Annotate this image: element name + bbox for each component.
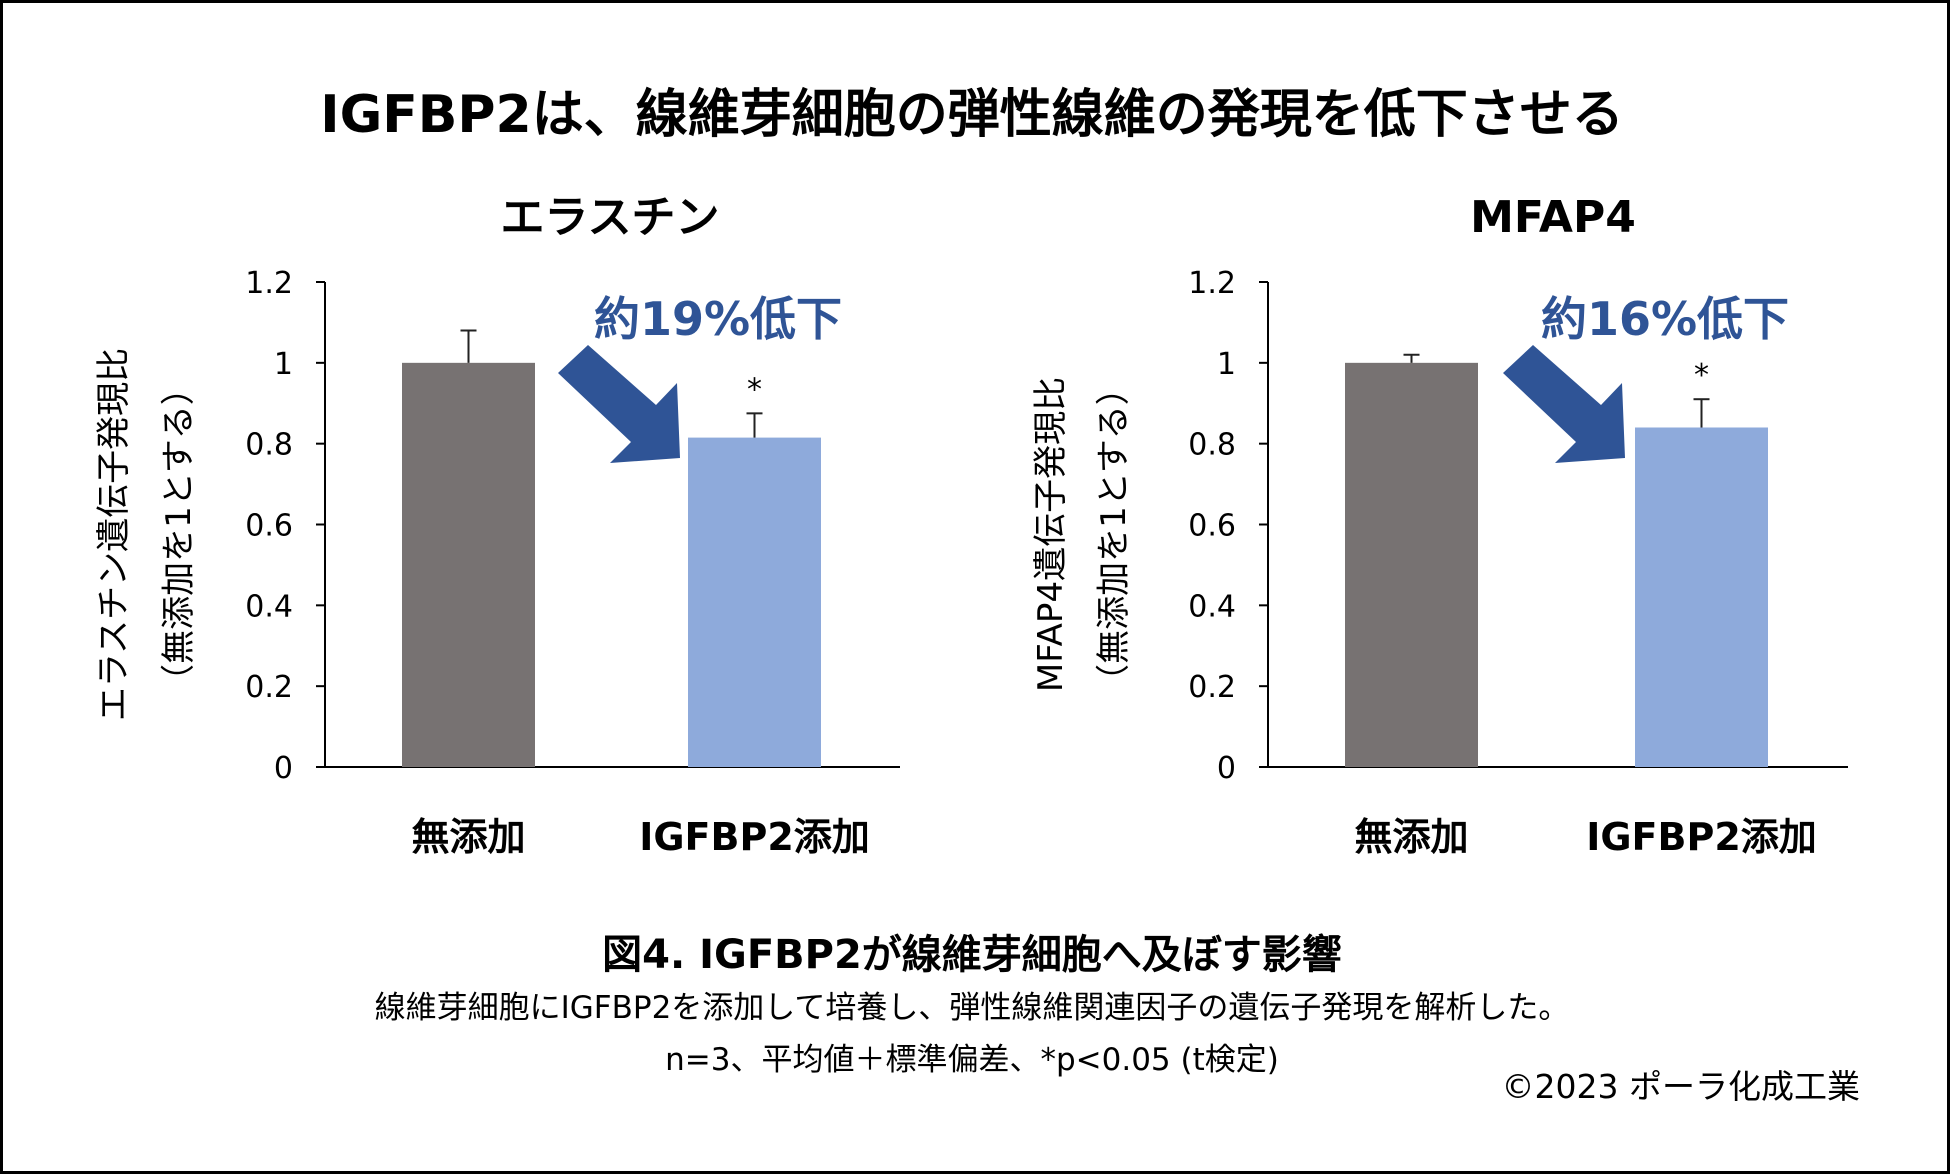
y-tick-label: 0.2 bbox=[245, 670, 293, 705]
bar-igfbp2 bbox=[1635, 427, 1768, 767]
y-tick-label: 0.6 bbox=[1188, 509, 1236, 544]
y-tick-label: 1.2 bbox=[1188, 266, 1236, 301]
caption-description: 線維芽細胞にIGFBP2を添加して培養し、弾性線維関連因子の遺伝子発現を解析した… bbox=[374, 990, 1570, 1026]
y-tick-label: 1 bbox=[274, 347, 293, 382]
bar-control bbox=[1345, 362, 1478, 767]
y-tick-label: 0.8 bbox=[245, 428, 293, 463]
y-tick-label: 0.4 bbox=[245, 589, 293, 624]
y-tick-label: 0.8 bbox=[1188, 428, 1236, 463]
y-axis-label: エラスチン遺伝子発現比 bbox=[94, 348, 134, 721]
y-tick-label: 1.2 bbox=[245, 266, 293, 301]
y-tick-label: 0.4 bbox=[1188, 589, 1236, 624]
caption-title: 図4. IGFBP2が線維芽細胞へ及ぼす影響 bbox=[602, 932, 1342, 978]
y-axis-label: MFAP4遺伝子発現比 bbox=[1031, 377, 1071, 692]
decrease-arrow-icon bbox=[558, 345, 680, 463]
category-label: 無添加 bbox=[411, 815, 525, 859]
significance-marker: * bbox=[1694, 358, 1709, 393]
category-label: IGFBP2添加 bbox=[639, 815, 870, 859]
y-tick-label: 1 bbox=[1217, 347, 1236, 382]
significance-marker: * bbox=[747, 372, 762, 407]
bar-igfbp2 bbox=[688, 437, 821, 767]
y-axis-label-note: （無添加を1とする） bbox=[159, 371, 199, 698]
figure-title: IGFBP2は、線維芽細胞の弾性線維の発現を低下させる bbox=[320, 85, 1624, 145]
category-label: IGFBP2添加 bbox=[1586, 815, 1817, 859]
bar-control bbox=[402, 362, 535, 767]
chart-title: エラスチン bbox=[500, 192, 719, 243]
category-label: 無添加 bbox=[1354, 815, 1468, 859]
y-tick-label: 0 bbox=[274, 751, 293, 786]
decrease-arrow-icon bbox=[1503, 345, 1625, 463]
charts-svg: エラスチン 0 0.2 0.4 0.6 0.8 1 1.2 エラスチン遺伝子発現比 （無添加を1と… bbox=[94, 192, 1848, 859]
y-tick-label: 0 bbox=[1217, 751, 1236, 786]
y-tick-label: 0.6 bbox=[245, 509, 293, 544]
y-axis-label-note: （無添加を1とする） bbox=[1094, 371, 1134, 698]
reduction-annotation: 約19%低下 bbox=[594, 292, 842, 346]
y-tick-label: 0.2 bbox=[1188, 670, 1236, 705]
reduction-annotation: 約16%低下 bbox=[1541, 292, 1789, 346]
caption-statistics: n=3、平均値＋標準偏差、*p<0.05 (t検定) bbox=[665, 1042, 1279, 1078]
chart-title: MFAP4 bbox=[1470, 192, 1636, 243]
copyright: ©2023 ポーラ化成工業 bbox=[1501, 1067, 1860, 1106]
